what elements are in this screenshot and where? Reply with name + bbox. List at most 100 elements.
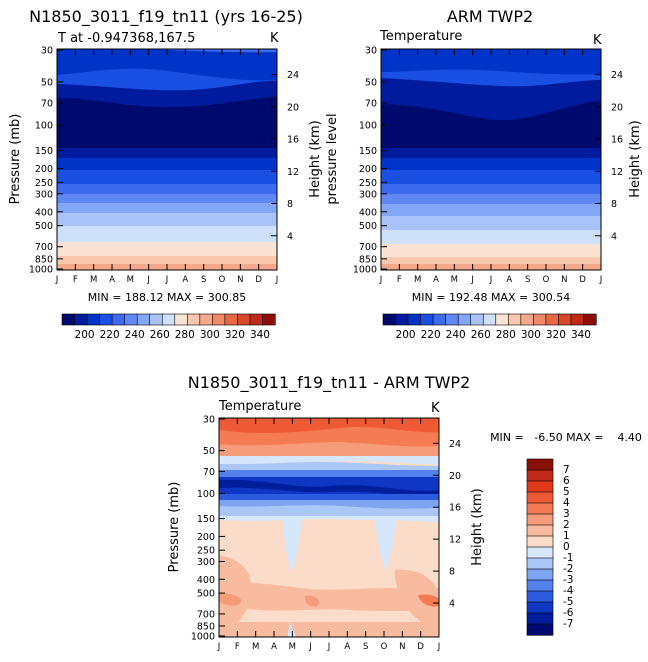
y-tick-label: 250 xyxy=(35,178,53,189)
x-tick-label: J xyxy=(308,642,312,652)
y2-tick-label: 4 xyxy=(287,231,293,242)
y-tick-label: 700 xyxy=(359,242,377,253)
colorbar-swatch xyxy=(526,568,554,581)
x-tick-label: J xyxy=(165,275,169,285)
y-tick-label: 500 xyxy=(359,221,377,232)
x-tick-label: J xyxy=(489,275,493,285)
cool-9 xyxy=(219,516,439,522)
colorbar-swatch xyxy=(507,313,522,326)
x-tick-label: A xyxy=(433,275,439,285)
colorbar-swatch xyxy=(262,313,276,326)
band-6 xyxy=(381,204,601,216)
cool-2 xyxy=(219,461,439,472)
y-tick-label: 500 xyxy=(197,589,215,600)
colorbar-swatch xyxy=(432,313,447,326)
y-tick-label: 300 xyxy=(197,557,215,568)
panel-model: N1850_3011_f19_tn11 (yrs 16-25) T at -0.… xyxy=(8,7,323,341)
band-1 xyxy=(57,148,277,158)
colorbar-swatch xyxy=(457,313,472,326)
y2-tick-label: 16 xyxy=(449,503,461,514)
band-tropopause xyxy=(381,100,601,148)
colorbar-label: 300 xyxy=(521,329,541,341)
x-tick-label: N xyxy=(561,275,567,285)
y-tick-label: 70 xyxy=(365,98,377,109)
y-tick-label: 150 xyxy=(35,146,53,157)
y-tick-label: 70 xyxy=(203,467,215,478)
colorbar-swatch xyxy=(61,313,76,326)
colorbar-swatch xyxy=(526,601,554,614)
y-tick-label: 200 xyxy=(197,532,215,543)
band-3 xyxy=(381,170,601,184)
colorbar-swatch xyxy=(161,313,176,326)
colorbar-swatch xyxy=(526,469,554,482)
colorbar-label: 0 xyxy=(563,541,570,553)
colorbar-swatch xyxy=(199,313,213,326)
colorbar-label: 220 xyxy=(421,329,441,341)
y-tick-label: 30 xyxy=(203,415,215,426)
band-4 xyxy=(381,184,601,194)
panel-diff-y2label: Height (km) xyxy=(470,488,485,565)
y2-tick-label: 12 xyxy=(611,167,623,178)
x-tick-label: D xyxy=(579,275,586,285)
x-tick-label: A xyxy=(182,275,188,285)
panel-model-subtitle: T at -0.947368,167.5 xyxy=(57,31,195,46)
band-1 xyxy=(381,148,601,158)
band-upper xyxy=(381,49,601,75)
colorbar-swatch xyxy=(526,480,554,493)
colorbar-swatch xyxy=(74,313,88,326)
colorbar-label: 340 xyxy=(571,329,591,341)
y2-tick-label: 20 xyxy=(449,471,461,482)
y2-tick-label: 16 xyxy=(287,135,299,146)
colorbar-swatch xyxy=(136,313,151,326)
colorbar-swatch xyxy=(99,313,113,326)
colorbar-swatch xyxy=(382,313,397,326)
colorbar-swatch xyxy=(149,313,163,326)
y2-tick-label: 4 xyxy=(611,231,617,242)
strat-edge xyxy=(219,442,439,458)
y-tick-label: 100 xyxy=(359,121,377,132)
warm-spot-1 xyxy=(219,592,242,606)
colorbar-swatch xyxy=(124,313,138,326)
band-5 xyxy=(57,194,277,203)
band-9 xyxy=(57,242,277,256)
x-tick-label: J xyxy=(599,275,603,285)
band-10 xyxy=(381,257,601,264)
x-tick-label: S xyxy=(525,275,530,285)
x-tick-label: O xyxy=(381,642,388,652)
colorbar-label: 220 xyxy=(100,329,120,341)
colorbar-label: 2 xyxy=(563,519,570,531)
colorbar-swatch xyxy=(86,313,101,326)
panel-model-title: N1850_3011_f19_tn11 (yrs 16-25) xyxy=(29,7,303,27)
colorbar-swatch xyxy=(520,313,534,326)
panel-model-y2label: Height (km) xyxy=(308,120,323,197)
band-cold-edge xyxy=(57,80,277,108)
y-tick-label: 250 xyxy=(359,178,377,189)
y-tick-label: 150 xyxy=(359,146,377,157)
colorbar-label: 240 xyxy=(125,329,145,341)
y-tick-label: 400 xyxy=(197,575,215,586)
y-tick-label: 400 xyxy=(359,207,377,218)
y2-tick-label: 8 xyxy=(611,199,617,210)
x-tick-label: J xyxy=(55,275,59,285)
x-tick-label: A xyxy=(506,275,512,285)
band-tropopause xyxy=(57,96,277,148)
y-tick-label: 1000 xyxy=(29,265,53,276)
y2-tick-label: 24 xyxy=(449,439,461,450)
cool-column-1 xyxy=(282,518,302,572)
y-tick-label: 250 xyxy=(197,546,215,557)
y-tick-label: 850 xyxy=(359,254,377,265)
x-tick-label: D xyxy=(417,642,424,652)
y2-tick-label: 8 xyxy=(287,199,293,210)
colorbar-swatch xyxy=(526,458,554,471)
colorbar-label: 260 xyxy=(471,329,491,341)
cool-7 xyxy=(219,500,439,509)
colorbar-label: 240 xyxy=(446,329,466,341)
x-tick-label: J xyxy=(146,275,150,285)
colorbar-swatch xyxy=(526,535,554,548)
colorbar-swatch xyxy=(470,313,484,326)
y2-tick-label: 24 xyxy=(287,70,299,81)
colorbar-label: 3 xyxy=(563,508,570,520)
colorbar-model: 200 220 240 260 280 300 320 340 xyxy=(61,313,276,341)
colorbar-label: 340 xyxy=(250,329,270,341)
